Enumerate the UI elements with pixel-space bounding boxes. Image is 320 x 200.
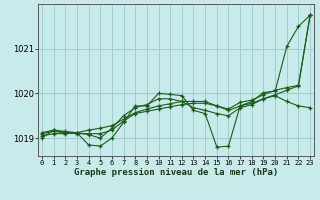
X-axis label: Graphe pression niveau de la mer (hPa): Graphe pression niveau de la mer (hPa) [74,168,278,177]
